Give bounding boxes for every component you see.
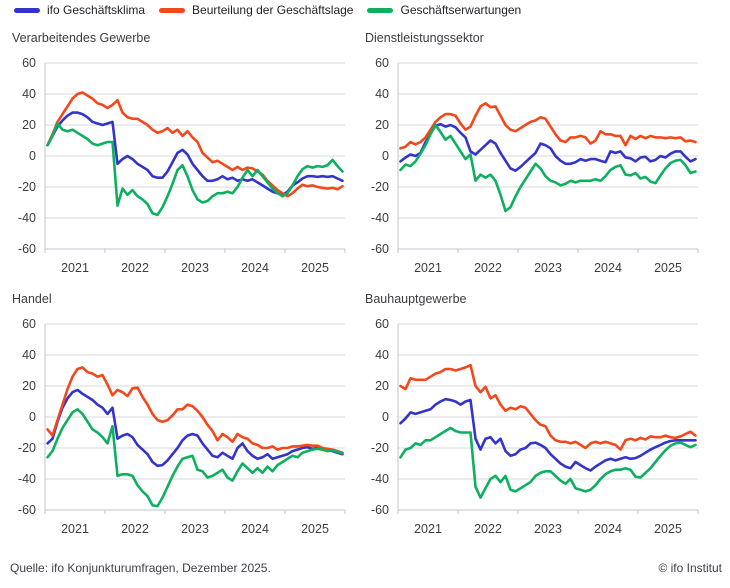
- chart-footer: Quelle: ifo Konjunkturumfragen, Dezember…: [10, 561, 722, 575]
- x-tick-label: 2021: [414, 522, 442, 536]
- plot-area: 2021 2022 2023 2024 2025: [41, 57, 349, 278]
- y-tick-label: 60: [22, 317, 36, 331]
- y-tick-label: 20: [375, 118, 389, 132]
- chart-legend: ifo Geschäftsklima Beurteilung der Gesch…: [14, 3, 521, 17]
- y-tick-label: 0: [382, 149, 389, 163]
- y-tick-label: 60: [375, 317, 389, 331]
- y-tick-label: -20: [17, 441, 36, 455]
- y-tick-label: 0: [382, 410, 389, 424]
- x-tick-label: 2025: [654, 522, 682, 536]
- y-tick-label: -60: [370, 503, 389, 517]
- x-tick-label: 2021: [414, 261, 442, 275]
- y-tick-label: -20: [370, 180, 389, 194]
- x-tick-label: 2023: [181, 261, 209, 275]
- y-axis-labels: 60 40 20 0 -20 -40 -60: [8, 56, 41, 278]
- x-tick-label: 2024: [241, 261, 269, 275]
- series-line-geschaeftserwartungen: [46, 122, 344, 217]
- y-axis-labels: 60 40 20 0 -20 -40 -60: [361, 56, 394, 278]
- x-tick-label: 2024: [241, 522, 269, 536]
- plot-area: 2021 2022 2023 2024 2025: [41, 318, 349, 539]
- series-line-geschaeftsklima: [399, 397, 697, 472]
- plot-svg: [44, 62, 346, 253]
- x-tick-label: 2023: [534, 522, 562, 536]
- y-tick-label: 0: [29, 149, 36, 163]
- y-tick-label: 40: [22, 348, 36, 362]
- y-tick-label: -40: [370, 472, 389, 486]
- y-tick-label: 0: [29, 410, 36, 424]
- legend-swatch-geschaeftserwartungen-icon: [367, 7, 394, 13]
- y-axis-labels: 60 40 20 0 -20 -40 -60: [8, 317, 41, 539]
- y-axis-labels: 60 40 20 0 -20 -40 -60: [361, 317, 394, 539]
- chart-title: Verarbeitendes Gewerbe: [12, 31, 151, 45]
- y-tick-label: -20: [17, 180, 36, 194]
- y-tick-label: 20: [22, 379, 36, 393]
- y-tick-label: 60: [375, 56, 389, 70]
- legend-item-geschaeftslage: Beurteilung der Geschäftslage: [159, 3, 353, 17]
- x-tick-label: 2022: [474, 261, 502, 275]
- legend-label: Geschäftserwartungen: [400, 3, 522, 17]
- chart-handel: Handel 60 40 20 0 -20 -40 -60 2021 2022 2023 2024…: [8, 292, 361, 539]
- chart-verarbeitendes-gewerbe: Verarbeitendes Gewerbe 60 40 20 0 -20 -40 -60 …: [8, 31, 361, 278]
- series-line-geschaeftserwartungen: [46, 408, 344, 508]
- y-tick-label: -60: [17, 242, 36, 256]
- y-tick-label: 20: [22, 118, 36, 132]
- plot-svg: [44, 323, 346, 514]
- chart-title: Handel: [12, 292, 52, 306]
- x-tick-label: 2022: [121, 261, 149, 275]
- y-tick-label: -60: [370, 242, 389, 256]
- series-line-geschaeftserwartungen: [399, 123, 697, 213]
- series-line-geschaeftsklima: [46, 388, 344, 468]
- x-tick-label: 2025: [654, 261, 682, 275]
- source-note: Quelle: ifo Konjunkturumfragen, Dezember…: [10, 561, 271, 575]
- legend-label: Beurteilung der Geschäftslage: [192, 3, 354, 17]
- x-tick-label: 2021: [61, 522, 89, 536]
- y-tick-label: 40: [22, 87, 36, 101]
- x-tick-label: 2023: [534, 261, 562, 275]
- series-line-geschaeftsklima: [399, 122, 697, 172]
- y-tick-label: -20: [370, 441, 389, 455]
- legend-swatch-geschaeftsklima-icon: [14, 7, 40, 13]
- plot-svg: [397, 323, 699, 514]
- y-tick-label: -40: [17, 472, 36, 486]
- chart-dienstleistungssektor: Dienstleistungssektor 60 40 20 0 -20 -40 -60 2…: [361, 31, 714, 278]
- y-tick-label: 60: [22, 56, 36, 70]
- x-axis-labels: 2021 2022 2023 2024 2025: [394, 260, 702, 278]
- chart-title: Bauhauptgewerbe: [365, 292, 467, 306]
- x-tick-label: 2025: [301, 522, 329, 536]
- y-tick-label: -40: [17, 211, 36, 225]
- plot-svg: [397, 62, 699, 253]
- plot-area: 2021 2022 2023 2024 2025: [394, 57, 702, 278]
- y-tick-label: 20: [375, 379, 389, 393]
- x-axis-labels: 2021 2022 2023 2024 2025: [41, 260, 349, 278]
- chart-bauhauptgewerbe: Bauhauptgewerbe 60 40 20 0 -20 -40 -60 2021 202…: [361, 292, 714, 539]
- x-tick-label: 2021: [61, 261, 89, 275]
- y-tick-label: 40: [375, 87, 389, 101]
- series-line-geschaeftslage: [399, 363, 697, 451]
- series-line-geschaeftserwartungen: [399, 426, 697, 499]
- x-tick-label: 2024: [594, 522, 622, 536]
- copyright-note: © ifo Institut: [658, 561, 722, 575]
- x-tick-label: 2024: [594, 261, 622, 275]
- legend-label: ifo Geschäftsklima: [47, 3, 146, 17]
- legend-swatch-geschaeftslage-icon: [159, 7, 186, 13]
- x-axis-labels: 2021 2022 2023 2024 2025: [394, 521, 702, 539]
- y-tick-label: -60: [17, 503, 36, 517]
- series-line-geschaeftslage: [46, 91, 344, 198]
- legend-item-geschaeftserwartungen: Geschäftserwartungen: [367, 3, 521, 17]
- series-line-geschaeftslage: [399, 101, 697, 150]
- x-axis-labels: 2021 2022 2023 2024 2025: [41, 521, 349, 539]
- x-tick-label: 2023: [181, 522, 209, 536]
- x-tick-label: 2022: [121, 522, 149, 536]
- chart-title: Dienstleistungssektor: [365, 31, 484, 45]
- x-tick-label: 2025: [301, 261, 329, 275]
- series-line-geschaeftslage: [46, 366, 344, 454]
- plot-area: 2021 2022 2023 2024 2025: [394, 318, 702, 539]
- legend-item-geschaeftsklima: ifo Geschäftsklima: [14, 3, 145, 17]
- x-tick-label: 2022: [474, 522, 502, 536]
- y-tick-label: 40: [375, 348, 389, 362]
- y-tick-label: -40: [370, 211, 389, 225]
